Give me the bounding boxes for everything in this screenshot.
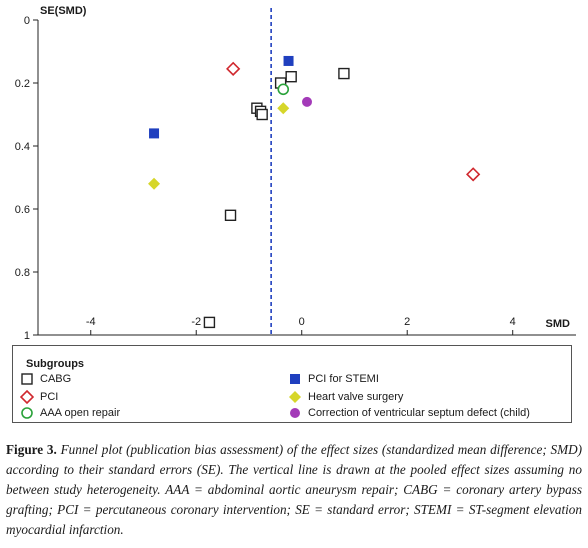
y-tick-label: 0.6 [15,204,30,216]
data-point [277,83,290,96]
data-point [338,67,350,80]
y-tick-label: 0.8 [15,267,30,279]
data-point [224,209,237,222]
x-axis-label: SMD [546,318,571,330]
legend-label: AAA open repair [40,407,121,419]
x-tick-label: 0 [299,316,305,328]
legend-label: Correction of ventricular septum defect … [308,407,530,419]
legend-swatch [20,390,34,404]
legend-marker [289,391,301,403]
x-tick-label: 4 [510,316,516,328]
legend-marker [21,373,33,385]
data-point [226,61,241,76]
data-point [302,96,312,107]
legend-label: PCI [40,391,59,403]
legend [12,345,572,423]
plot-axes [37,20,576,336]
x-tick-label: -4 [86,316,96,328]
legend-marker [290,408,300,418]
data-point [203,316,216,329]
x-tick-label: -2 [191,316,201,328]
legend-item: PCI for STEMI [288,372,379,386]
caption-lead: Figure 3. [6,442,57,457]
legend-swatch [290,374,300,384]
legend-item: AAA open repair [20,406,120,420]
legend-swatch [21,373,33,385]
y-axis-label: SE(SMD) [40,5,87,17]
funnel-plot: 0 0.2 0.4 0.6 0.8 1 -4 -2 0 2 4 SE(SMD) SMD [15,5,576,342]
figure-caption: Figure 3. Funnel plot (publication bias … [6,440,582,540]
legend-item: Correction of ventricular septum defect … [288,406,530,420]
legend-item: CABG [20,372,71,386]
legend-label: CABG [40,373,72,385]
data-point [466,167,481,182]
legend-marker [20,390,34,404]
legend-swatch [21,407,33,419]
legend-marker [21,407,33,419]
legend-marker [290,374,300,384]
caption-body: Funnel plot (publication bias assessment… [6,442,582,537]
y-tick-label: 1 [24,330,30,342]
data-point [283,55,294,66]
data-point [277,102,290,115]
data-points [148,55,481,329]
y-tick-label: 0.4 [15,141,30,153]
x-tick-label: 2 [404,316,410,328]
plot-ticks: 0 0.2 0.4 0.6 0.8 1 -4 -2 0 2 4 [15,15,516,342]
legend-label: Heart valve surgery [308,391,404,403]
legend-item: Heart valve surgery [288,390,403,404]
data-point [148,177,161,190]
data-point [285,70,297,83]
data-point [149,128,160,139]
legend-title: Subgroups [24,358,87,370]
legend-label: PCI for STEMI [308,373,379,385]
legend-swatch [289,391,301,403]
y-tick-label: 0 [24,15,30,27]
data-point [256,108,268,121]
legend-item: PCI [20,390,58,404]
y-tick-label: 0.2 [15,78,30,90]
legend-swatch [290,408,300,418]
